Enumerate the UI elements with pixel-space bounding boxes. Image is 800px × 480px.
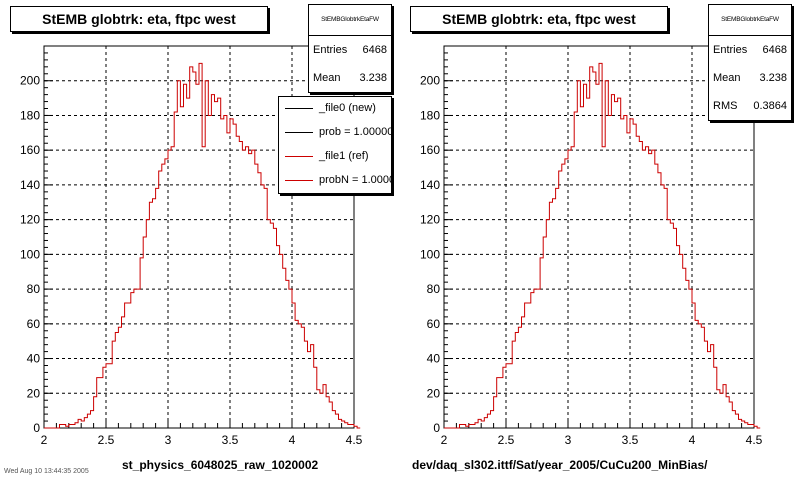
y-tick-label: 160 (20, 143, 40, 157)
x-tick-label: 3 (165, 433, 172, 447)
stats-label: Mean (713, 72, 741, 84)
legend-entry: _file1 (ref) (279, 145, 391, 169)
y-tick-label: 100 (20, 247, 40, 261)
histogram-panel-right: 2 2.5 3 3.5 4 4.5 0 20 40 60 80 100 120 140 160 180 200 … (400, 0, 800, 480)
x-tick-label: 2 (441, 433, 448, 447)
x-axis-caption: st_physics_6048025_raw_1020002 (122, 458, 319, 472)
stats-label: Mean (313, 72, 341, 84)
y-tick-label: 80 (27, 282, 41, 296)
stats-value: 3.238 (759, 72, 787, 84)
legend-label: probN = 1.000000 (319, 174, 391, 186)
x-tick-label: 2.5 (498, 433, 515, 447)
x-tick-label: 4 (689, 433, 696, 447)
x-tick-label: 2 (41, 433, 48, 447)
stats-row-mean: Mean 3.238 (709, 64, 791, 92)
stats-label: Entries (313, 44, 348, 56)
stats-row-rms: RMS 0.3864 (709, 92, 791, 120)
y-tick-label: 140 (20, 178, 40, 192)
stats-label: Entries (713, 44, 748, 56)
footer-timestamp: Wed Aug 10 13:44:35 2005 (4, 468, 89, 475)
stats-box: StEMBGlobtrkEtaFW Entries 6468 Mean 3.23… (308, 4, 392, 93)
stats-value: 3.238 (359, 72, 387, 84)
histogram-line (44, 62, 361, 429)
chart-title: StEMB globtrk: eta, ftpc west (410, 6, 668, 32)
chart-right: 2 2.5 3 3.5 4 4.5 0 20 40 60 80 100 120 140 160 180 200 (420, 45, 763, 447)
stats-label: RMS (713, 100, 738, 112)
plot-frame (443, 45, 755, 429)
legend-entry: probN = 1.000000 (279, 169, 391, 193)
y-tick-label: 20 (27, 386, 41, 400)
x-tick-label: 3.5 (622, 433, 639, 447)
legend-swatch (285, 132, 313, 133)
x-tick-label: 3.5 (222, 433, 239, 447)
y-tick-label: 200 (420, 74, 440, 88)
x-axis-caption: dev/daq_sl302.ittf/Sat/year_2005/CuCu200… (412, 458, 708, 472)
y-tick-label: 40 (427, 352, 441, 366)
y-tick-label: 140 (420, 178, 440, 192)
y-tick-label: 80 (427, 282, 441, 296)
legend-label: _file0 (new) (319, 102, 376, 114)
stats-row-mean: Mean 3.238 (309, 64, 391, 92)
legend-swatch (285, 156, 313, 157)
y-tick-label: 60 (427, 317, 441, 331)
histogram-panel-left: 2 2.5 3 3.5 4 4.5 0 20 40 60 80 100 120 140 160 180 200 … (4, 4, 392, 475)
x-tick-label: 4 (289, 433, 296, 447)
stats-box: StEMBGlobtrkEtaFW Entries 6468 Mean 3.23… (708, 4, 792, 121)
stats-name: StEMBGlobtrkEtaFW (709, 5, 791, 36)
y-tick-label: 200 (20, 74, 40, 88)
legend: _file0 (new) prob = 1.000000 _file1 (ref… (278, 96, 392, 194)
y-tick-label: 160 (420, 143, 440, 157)
y-tick-label: 180 (420, 108, 440, 122)
stats-name: StEMBGlobtrkEtaFW (309, 5, 391, 36)
chart-title: StEMB globtrk: eta, ftpc west (10, 6, 268, 32)
stats-value: 6468 (362, 44, 387, 56)
y-tick-label: 100 (420, 247, 440, 261)
stats-value: 0.3864 (753, 100, 787, 112)
x-tick-label: 4.5 (346, 433, 363, 447)
legend-entry: _file0 (new) (279, 97, 391, 121)
x-tick-label: 3 (565, 433, 572, 447)
y-tick-label: 0 (33, 421, 40, 435)
x-tick-label: 4.5 (746, 433, 763, 447)
legend-swatch (285, 108, 313, 109)
y-tick-label: 0 (433, 421, 440, 435)
y-tick-label: 20 (427, 386, 441, 400)
stats-value: 6468 (762, 44, 787, 56)
stats-row-entries: Entries 6468 (309, 36, 391, 64)
y-tick-label: 120 (20, 213, 40, 227)
y-tick-label: 40 (27, 352, 41, 366)
legend-swatch (285, 180, 313, 181)
histogram-line (444, 62, 761, 429)
x-tick-label: 2.5 (98, 433, 115, 447)
y-tick-label: 60 (27, 317, 41, 331)
y-tick-label: 180 (20, 108, 40, 122)
stats-row-entries: Entries 6468 (709, 36, 791, 64)
legend-label: prob = 1.000000 (319, 126, 392, 138)
legend-label: _file1 (ref) (319, 150, 369, 162)
legend-entry: prob = 1.000000 (279, 121, 391, 145)
y-tick-label: 120 (420, 213, 440, 227)
